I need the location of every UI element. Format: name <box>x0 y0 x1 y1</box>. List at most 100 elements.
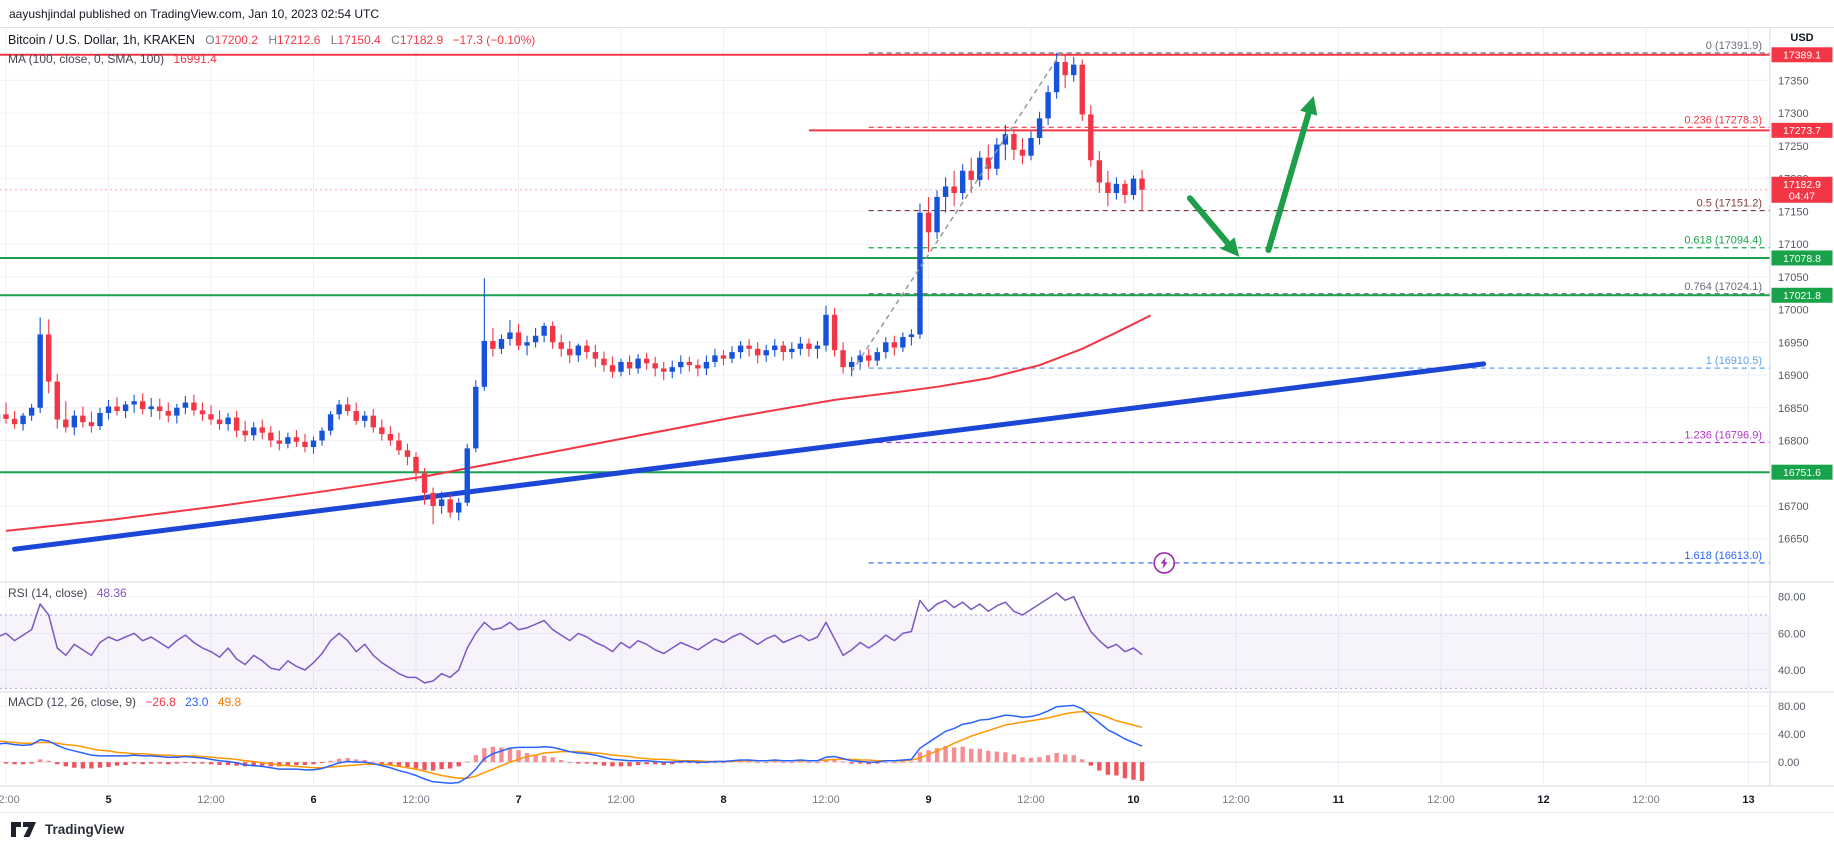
svg-text:16900: 16900 <box>1778 370 1809 382</box>
svg-text:16850: 16850 <box>1778 403 1809 415</box>
svg-text:16751.6: 16751.6 <box>1783 467 1821 479</box>
ma100-line <box>5 314 1152 532</box>
time-axis[interactable]: 12:00 5 12:00 6 12:00 7 12:00 8 12:00 9 12:00 10 12:… <box>0 794 1755 806</box>
ohlc-high-label: H <box>268 33 277 47</box>
ma-legend: MA (100, close, 0, SMA, 100) 16991.4 <box>8 51 217 67</box>
svg-text:40.00: 40.00 <box>1778 729 1806 741</box>
ohlc-high-value: 17212.6 <box>276 33 321 47</box>
macd-signal-value: 49.8 <box>217 695 242 709</box>
svg-text:12:00: 12:00 <box>1017 794 1045 806</box>
panel-separators <box>0 28 1834 787</box>
svg-text:0.5 (17151.2): 0.5 (17151.2) <box>1697 198 1762 210</box>
trendline <box>12 361 1487 552</box>
macd-label: MACD (12, 26, close, 9) <box>8 695 137 709</box>
svg-text:12:00: 12:00 <box>607 794 635 806</box>
svg-text:6: 6 <box>310 794 316 806</box>
svg-text:12: 12 <box>1537 794 1549 806</box>
svg-text:0.618 (17094.4): 0.618 (17094.4) <box>1684 235 1762 247</box>
macd-line-value: 23.0 <box>185 695 209 709</box>
fib-retracement-layer: 0 (17391.9) 0.236 (17278.3) 0.5 (17151.2) 0… <box>868 40 1770 564</box>
horizontal-lines-layer <box>0 53 1770 474</box>
tradingview-logo-icon[interactable] <box>11 821 37 837</box>
ma-label: MA (100, close, 0, SMA, 100) <box>8 52 165 66</box>
svg-text:17273.7: 17273.7 <box>1783 125 1821 137</box>
svg-text:0.00: 0.00 <box>1778 757 1799 769</box>
symbol-title: Bitcoin / U.S. Dollar, 1h, KRAKEN <box>8 33 195 47</box>
flash-icon[interactable] <box>1153 552 1176 574</box>
attribution-text: aayushjindal published on TradingView.co… <box>9 6 380 21</box>
svg-text:16650: 16650 <box>1778 534 1809 546</box>
rally-dashed-line <box>851 52 1062 373</box>
footer-brand[interactable]: TradingView <box>45 821 125 837</box>
candles-layer <box>0 52 1145 525</box>
chart-canvas[interactable]: 0 (17391.9) 0.236 (17278.3) 0.5 (17151.2) 0… <box>0 0 1834 812</box>
ohlc-close-label: C <box>391 33 400 47</box>
rsi-panel <box>0 592 1770 689</box>
svg-text:17300: 17300 <box>1778 108 1809 120</box>
svg-text:17350: 17350 <box>1778 75 1809 87</box>
grid-layer <box>0 28 1770 786</box>
svg-text:12:00: 12:00 <box>1222 794 1250 806</box>
svg-text:11: 11 <box>1333 794 1345 806</box>
svg-text:12:00: 12:00 <box>0 794 20 806</box>
svg-text:17050: 17050 <box>1778 272 1809 284</box>
svg-text:16950: 16950 <box>1778 337 1809 349</box>
svg-text:1.236 (16796.9): 1.236 (16796.9) <box>1684 430 1762 442</box>
macd-legend: MACD (12, 26, close, 9) −26.8 23.0 49.8 <box>8 694 241 710</box>
ohlc-low: L17150.4 <box>324 33 381 47</box>
ohlc-high: H17212.6 <box>261 33 320 47</box>
ohlc-close: C17182.9 <box>384 33 443 47</box>
svg-text:17250: 17250 <box>1778 141 1809 153</box>
svg-text:8: 8 <box>720 794 726 806</box>
ma-value: 16991.4 <box>173 52 217 66</box>
svg-text:12:00: 12:00 <box>1427 794 1455 806</box>
svg-text:17000: 17000 <box>1778 305 1809 317</box>
svg-text:16700: 16700 <box>1778 501 1809 513</box>
rsi-legend: RSI (14, close) 48.36 <box>8 585 127 601</box>
svg-text:12:00: 12:00 <box>402 794 430 806</box>
change-value: −17.3 (−0.10%) <box>452 33 536 47</box>
svg-text:1.618 (16613.0): 1.618 (16613.0) <box>1684 550 1762 562</box>
svg-text:12:00: 12:00 <box>1632 794 1660 806</box>
svg-text:17150: 17150 <box>1778 206 1809 218</box>
svg-text:17389.1: 17389.1 <box>1783 50 1821 62</box>
rsi-label: RSI (14, close) <box>8 586 88 600</box>
projection-arrows <box>1186 95 1318 257</box>
svg-text:80.00: 80.00 <box>1778 592 1806 604</box>
ohlc-open: O17200.2 <box>198 33 258 47</box>
price-axis-currency: USD <box>1790 32 1814 44</box>
svg-text:7: 7 <box>515 794 521 806</box>
svg-text:12:00: 12:00 <box>197 794 225 806</box>
ohlc-close-value: 17182.9 <box>399 33 444 47</box>
ohlc-low-label: L <box>330 33 338 47</box>
svg-text:60.00: 60.00 <box>1778 628 1806 640</box>
symbol-legend: Bitcoin / U.S. Dollar, 1h, KRAKEN O17200… <box>8 32 535 48</box>
svg-text:0 (17391.9): 0 (17391.9) <box>1706 40 1762 52</box>
svg-text:17021.8: 17021.8 <box>1783 290 1821 302</box>
svg-text:17100: 17100 <box>1778 239 1809 251</box>
svg-text:04:47: 04:47 <box>1789 190 1815 202</box>
svg-text:5: 5 <box>105 794 111 806</box>
ohlc-low-value: 17150.4 <box>337 33 381 47</box>
svg-text:10: 10 <box>1127 794 1139 806</box>
price-label-boxes: 17389.1 17273.7 17182.904:47 17078.8 17021.8… <box>1771 47 1833 480</box>
footer-bar: TradingView <box>0 812 1834 845</box>
macd-panel <box>0 704 1145 784</box>
ohlc-open-label: O <box>205 33 215 47</box>
svg-text:13: 13 <box>1742 794 1754 806</box>
svg-text:40.00: 40.00 <box>1778 665 1806 677</box>
attribution-bar: aayushjindal published on TradingView.co… <box>0 0 1834 28</box>
svg-text:12:00: 12:00 <box>812 794 840 806</box>
svg-text:0.764 (17024.1): 0.764 (17024.1) <box>1684 281 1762 293</box>
rsi-value: 48.36 <box>96 586 127 600</box>
svg-text:16800: 16800 <box>1778 436 1809 448</box>
svg-text:17182.9: 17182.9 <box>1783 179 1821 191</box>
macd-hist-value: −26.8 <box>145 695 176 709</box>
svg-text:1 (16910.5): 1 (16910.5) <box>1706 355 1762 367</box>
svg-text:0.236 (17278.3): 0.236 (17278.3) <box>1684 114 1762 126</box>
svg-text:80.00: 80.00 <box>1778 701 1806 713</box>
svg-text:9: 9 <box>925 794 931 806</box>
svg-text:17078.8: 17078.8 <box>1783 253 1821 265</box>
ohlc-open-value: 17200.2 <box>214 33 258 47</box>
